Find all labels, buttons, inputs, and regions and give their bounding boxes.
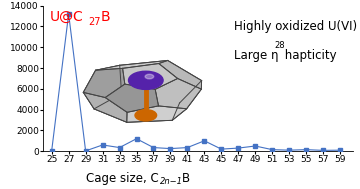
Text: Highly oxidized U(VI): Highly oxidized U(VI) [234, 20, 357, 33]
Text: Cage size, C: Cage size, C [86, 172, 158, 185]
Text: B: B [100, 10, 110, 24]
Text: U@C: U@C [49, 10, 83, 24]
Text: 28: 28 [274, 41, 285, 50]
Text: hapticity: hapticity [281, 49, 337, 62]
Text: 27: 27 [88, 17, 100, 27]
Text: 2n−1: 2n−1 [160, 177, 183, 186]
Text: B: B [182, 172, 190, 185]
Text: Large η: Large η [234, 49, 278, 62]
